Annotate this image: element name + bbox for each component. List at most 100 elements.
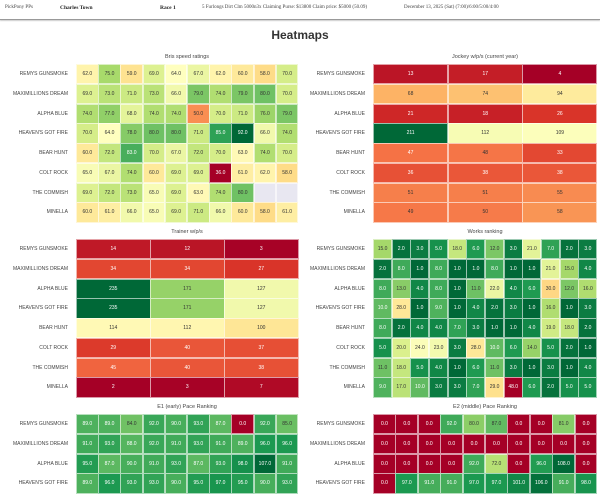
heatmap-cell: 95.0 — [76, 453, 99, 474]
heatmap-cell: 60.0 — [231, 202, 255, 223]
heatmap-cell: 6.0 — [466, 357, 486, 378]
heatmap-cell: 74 — [447, 83, 523, 104]
heatmap-cell: 91.0 — [552, 473, 576, 494]
heatmap-cell: 0.0 — [417, 414, 441, 435]
heatmap-cell: 0.0 — [552, 433, 576, 454]
heatmap-cell: 3 — [224, 239, 299, 260]
heatmap-cell: 5.0 — [559, 377, 579, 398]
heatmap-cell: 2.0 — [485, 298, 505, 319]
heatmap-cell: 0.0 — [507, 453, 531, 474]
heatmap-cell: 80.0 — [231, 182, 255, 203]
row-label: REMYS GUNSMOKE — [316, 421, 365, 427]
heatmap-cell: 0.0 — [395, 453, 419, 474]
heatmap-cell: 36 — [373, 162, 449, 183]
heatmap-cell: 14 — [76, 239, 151, 260]
heatmap-cell: 3 — [150, 377, 225, 398]
heatmap-cell: 96.0 — [253, 433, 277, 454]
heatmap-cell: 58.0 — [253, 64, 277, 85]
heatmap-cell: 8.0 — [391, 258, 411, 279]
heatmap-cell: 29 — [76, 337, 151, 358]
heatmap-cell: 64.0 — [98, 123, 121, 144]
heatmap-cell: 14.0 — [522, 337, 542, 358]
row-label: MINELLA — [343, 384, 365, 391]
heatmap-cell: 69.0 — [187, 162, 210, 183]
heatmap-cell: 69.0 — [76, 182, 99, 203]
heatmap-cell: 171 — [150, 298, 225, 319]
heatmap-cell: 69.0 — [164, 182, 188, 203]
heatmap-cell: 48 — [447, 143, 523, 164]
heatmap-cell: 8.0 — [429, 258, 449, 279]
heatmap-cell: 97.0 — [462, 473, 486, 494]
heatmap-cell: 69.0 — [164, 202, 188, 223]
heatmap-cell: 97.0 — [209, 473, 232, 494]
heatmap-cell: 94 — [522, 83, 598, 104]
heatmap-cell: 71.0 — [187, 202, 210, 223]
heatmap-cell: 71.0 — [120, 83, 144, 104]
heatmap-cell: 11.0 — [485, 357, 505, 378]
heatmap-cell: 107.0 — [253, 453, 277, 474]
heatmap-cell: 81.0 — [552, 414, 576, 435]
heatmap-cell: 58.0 — [253, 202, 277, 223]
heatmap-cell: 21.0 — [522, 239, 542, 260]
heatmap-cell: 87.0 — [485, 414, 508, 435]
heatmap-cell: 21 — [373, 103, 449, 124]
heatmap-cell: 79.0 — [187, 83, 210, 104]
heatmap-cell: 40 — [150, 337, 225, 358]
heatmap-cell: 62.0 — [209, 64, 232, 85]
heatmap-cell: 38 — [447, 162, 523, 183]
heatmap-cell: 90.0 — [164, 473, 188, 494]
heatmap-cell: 0.0 — [373, 473, 396, 494]
heatmap-cell: 1.0 — [503, 318, 523, 339]
heatmap-cell — [253, 182, 277, 203]
row-label: REMYS GUNSMOKE — [316, 71, 365, 77]
heatmap-cell: 92.0 — [440, 414, 464, 435]
heatmap-cell: 6.0 — [466, 239, 486, 260]
heatmap-cell: 1.0 — [485, 318, 505, 339]
heatmap-cell: 28.0 — [391, 298, 411, 319]
heatmap-cell: 0.0 — [507, 433, 531, 454]
heatmap-cell: 2.0 — [559, 239, 579, 260]
heatmap-cell: 15.0 — [373, 239, 393, 260]
heatmap-cell: 95.0 — [187, 473, 210, 494]
heatmap-cell: 3.0 — [447, 377, 467, 398]
heatmap-cell: 4.0 — [466, 298, 486, 319]
heatmap-cell: 7.0 — [541, 239, 561, 260]
heatmap-cell: 84.0 — [120, 414, 144, 435]
heatmap-cell: 38 — [224, 357, 299, 378]
heatmap-cell: 71.0 — [231, 103, 255, 124]
heatmap-cell: 69.0 — [76, 83, 99, 104]
heatmap-cell: 71.0 — [187, 123, 210, 144]
heatmap-cell: 79.0 — [231, 83, 255, 104]
heatmap-cell: 127 — [224, 278, 299, 299]
heatmap-cell: 0.0 — [574, 453, 598, 474]
heatmap-cell: 78.0 — [120, 123, 144, 144]
heatmap-cell: 1.0 — [522, 298, 542, 319]
heatmap-cell: 0.0 — [373, 414, 396, 435]
heatmap-cell: 106.0 — [529, 473, 553, 494]
heatmap-cell: 33 — [522, 143, 598, 164]
heatmap-cell: 70.0 — [275, 64, 299, 85]
heatmap-cell: 58 — [522, 202, 598, 223]
heatmap-cell: 1.0 — [447, 258, 467, 279]
row-label: MAXIMILLIONS DREAM — [12, 265, 68, 272]
heatmap-cell: 92.0 — [142, 433, 166, 454]
heatmap-cell: 80.0 — [142, 123, 166, 144]
heatmap-cell: 74.0 — [253, 143, 277, 164]
heatmap-cell: 61.0 — [275, 202, 299, 223]
heatmap-cell: 49 — [373, 202, 449, 223]
heatmap-cell: 2.0 — [541, 377, 561, 398]
heatmap-cell: 93.0 — [164, 453, 188, 474]
heatmap-cell: 0.0 — [417, 453, 441, 474]
row-label: MAXIMILLIONS DREAM — [309, 265, 365, 272]
heatmap-cell: 235 — [76, 298, 151, 319]
heatmap-cell: 96.0 — [98, 473, 121, 494]
heatmap-cell: 60.0 — [231, 64, 255, 85]
heatmap-cell: 0.0 — [574, 414, 598, 435]
heatmap-cell: 1.0 — [410, 258, 430, 279]
row-label: BEAR HUNT — [336, 325, 365, 331]
heatmap-cell: 63.0 — [187, 182, 210, 203]
heatmap-cell: 72.0 — [98, 182, 121, 203]
heatmap-cell: 17 — [447, 64, 523, 85]
row-label: HEAVEN'S GOT FIRE — [18, 305, 68, 312]
heatmap-cell: 66.0 — [209, 202, 232, 223]
